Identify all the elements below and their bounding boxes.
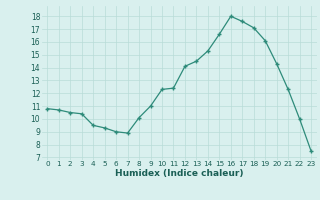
X-axis label: Humidex (Indice chaleur): Humidex (Indice chaleur) — [115, 169, 244, 178]
